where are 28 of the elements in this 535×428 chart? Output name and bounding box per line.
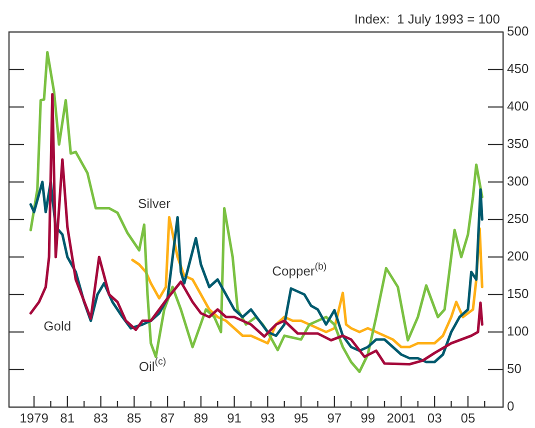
y-tick-label: 350: [507, 136, 529, 152]
x-tick-label: 97: [327, 410, 342, 426]
series-label: Gold: [44, 318, 72, 334]
x-tick-label: 81: [60, 410, 75, 426]
y-tick-label: 450: [507, 61, 529, 76]
x-tick-label: 1979: [20, 410, 48, 426]
y-tick-label: 300: [507, 174, 529, 189]
y-axis-title: Index: 1 July 1993 = 100: [354, 12, 500, 27]
x-tick-label: 85: [126, 410, 142, 426]
x-tick-label: 89: [194, 410, 208, 426]
x-tick-label: 05: [460, 410, 476, 426]
x-tick-label: 93: [260, 410, 275, 426]
x-tick-label: 99: [360, 410, 376, 426]
y-tick-label: 0: [507, 398, 514, 414]
x-tick-label: 91: [227, 410, 242, 426]
x-tick-label: 03: [427, 410, 442, 426]
y-tick-label: 400: [507, 98, 529, 114]
x-tick-label: 95: [294, 410, 308, 426]
x-tick-label: 83: [94, 410, 108, 426]
y-tick-label: 50: [507, 361, 522, 376]
y-tick-label: 100: [507, 324, 529, 339]
y-tick-label: 500: [507, 24, 529, 39]
y-tick-label: 150: [507, 286, 529, 302]
y-tick-label: 250: [507, 211, 529, 226]
series-label: Silver: [138, 196, 172, 212]
x-tick-label: 87: [160, 410, 175, 426]
y-tick-label: 200: [507, 248, 529, 264]
x-tick-label: 2001: [386, 410, 416, 426]
